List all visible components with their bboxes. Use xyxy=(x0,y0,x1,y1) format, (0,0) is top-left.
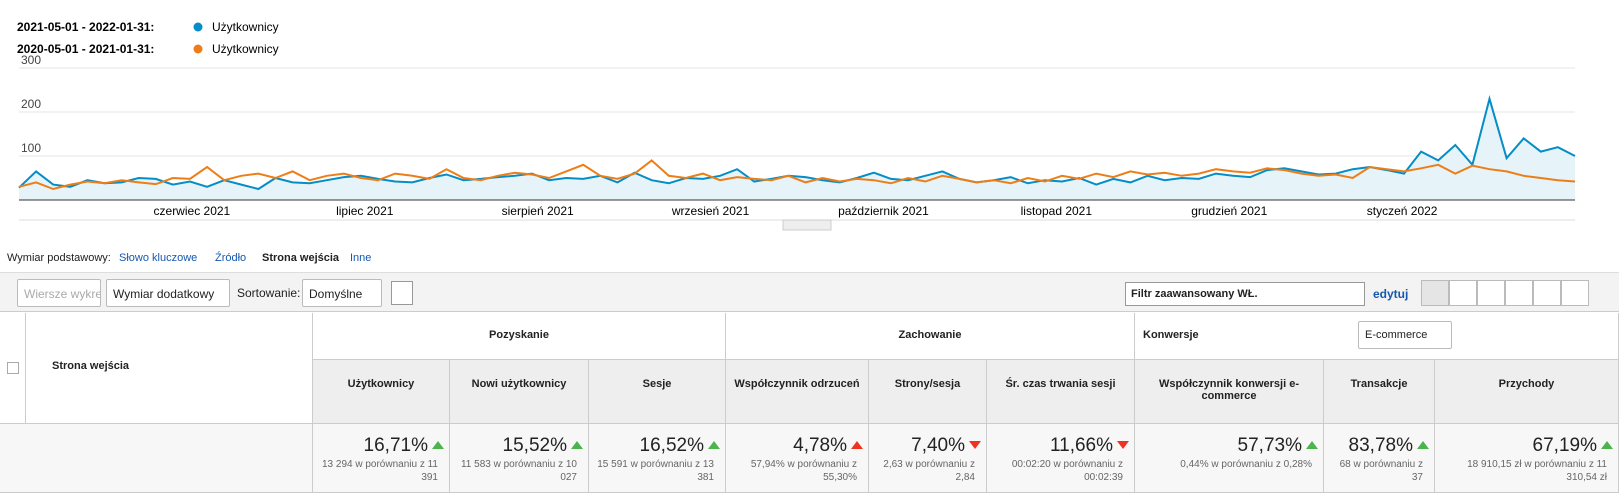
data-cell xyxy=(1324,424,1435,493)
x-tick-label: styczeń 2022 xyxy=(1367,204,1438,218)
data-cell xyxy=(589,424,726,493)
x-tick-label: grudzień 2021 xyxy=(1191,204,1267,218)
x-tick-label: lipiec 2021 xyxy=(336,204,394,218)
dim-label: Wymiar podstawowy: xyxy=(7,252,111,264)
legend-label: Użytkownicy xyxy=(212,20,279,34)
collapse-handle xyxy=(782,219,832,231)
column-header[interactable]: Strony/sesja xyxy=(869,360,987,424)
legend-period: 2020-05-01 - 2021-01-31: xyxy=(17,42,154,56)
change-detail: 15 591 w porównaniu z 13 381 xyxy=(597,459,714,483)
data-cell xyxy=(450,424,589,493)
change-value: 83,78% xyxy=(1348,435,1413,456)
x-tick-label: październik 2021 xyxy=(838,204,929,218)
trend-arrow xyxy=(969,441,981,449)
data-cell xyxy=(1135,424,1324,493)
checkbox-cell xyxy=(0,313,26,424)
legend-swatch xyxy=(193,44,203,54)
view-btn[interactable] xyxy=(1505,280,1533,306)
column-header[interactable]: Użytkownicy xyxy=(313,360,450,424)
view-btn[interactable] xyxy=(1477,280,1505,306)
trend-arrow xyxy=(851,441,863,449)
change-detail: 68 w porównaniu z 37 xyxy=(1339,459,1423,483)
filter-box[interactable]: Filtr zaawansowany WŁ. xyxy=(1125,282,1365,306)
data-cell xyxy=(869,424,987,493)
trend-arrow xyxy=(1306,441,1318,449)
column-header[interactable]: Śr. czas trwania sesji xyxy=(987,360,1135,424)
data-cell xyxy=(313,424,450,493)
trend-arrow xyxy=(708,441,720,449)
change-value: 15,52% xyxy=(502,435,567,456)
data-cell xyxy=(726,424,869,493)
sort-label: Sortowanie: xyxy=(237,286,301,300)
series-line xyxy=(18,159,1576,191)
group-select[interactable]: E-commerce xyxy=(1358,321,1452,349)
x-tick-label: czerwiec 2021 xyxy=(154,204,231,218)
change-value: 57,73% xyxy=(1237,435,1302,456)
column-header[interactable]: Nowi użytkownicy xyxy=(450,360,589,424)
change-detail: 13 294 w porównaniu z 11 391 xyxy=(321,459,438,483)
data-cell xyxy=(1435,424,1619,493)
change-value: 4,78% xyxy=(793,435,847,456)
series-line xyxy=(18,95,1576,191)
change-value: 11,66% xyxy=(1049,435,1113,456)
x-tick-label: wrzesień 2021 xyxy=(671,204,750,218)
change-value: 67,19% xyxy=(1532,435,1597,456)
view-btn[interactable] xyxy=(1533,280,1561,306)
y-tick-label: 100 xyxy=(21,141,41,155)
change-detail: 00:02:20 w porównaniu z 00:02:39 xyxy=(1011,459,1123,483)
area xyxy=(19,98,1575,200)
change-value: 16,52% xyxy=(639,435,704,456)
view-btn[interactable] xyxy=(1421,280,1449,306)
trend-arrow xyxy=(1417,441,1429,449)
legend-period: 2021-05-01 - 2022-01-31: xyxy=(17,20,154,34)
chart: 2021-05-01 - 2022-01-31: Użytkownicy 2020-… xyxy=(17,20,1576,231)
trend-arrow xyxy=(1601,441,1613,449)
trend-arrow xyxy=(1117,441,1129,449)
group-header: Pozyskanie xyxy=(313,313,726,360)
data-cell xyxy=(987,424,1135,493)
toggle-btn[interactable] xyxy=(391,281,413,305)
column-header[interactable]: Współczynnik odrzuceń xyxy=(726,360,869,424)
dimension-option: Strona wejścia xyxy=(262,252,340,264)
change-detail: 2,63 w porównaniu z 2,84 xyxy=(883,459,975,483)
trend-arrow xyxy=(432,441,444,449)
dim-header: Strona wejścia xyxy=(26,313,313,424)
secondary-btn[interactable]: Wymiar dodatkowy xyxy=(106,279,230,307)
change-detail: 0,44% w porównaniu z 0,28% xyxy=(1180,459,1312,470)
x-tick-label: listopad 2021 xyxy=(1021,204,1093,218)
x-tick-label: sierpień 2021 xyxy=(502,204,574,218)
dimension-option[interactable]: Inne xyxy=(350,252,372,264)
legend-label: Użytkownicy xyxy=(212,42,279,56)
trend-arrow xyxy=(571,441,583,449)
checkbox[interactable] xyxy=(7,362,19,374)
change-detail: 11 583 w porównaniu z 10 027 xyxy=(460,459,577,483)
column-header[interactable]: Współczynnik konwersji e-commerce xyxy=(1135,360,1324,424)
dim-data xyxy=(0,424,313,493)
dimension-option[interactable]: Słowo kluczowe xyxy=(119,252,198,264)
group-header: Zachowanie xyxy=(726,313,1135,360)
column-header[interactable]: Sesje xyxy=(589,360,726,424)
view-btn[interactable] xyxy=(1561,280,1589,306)
legend-swatch xyxy=(193,22,203,32)
column-header[interactable]: Przychody xyxy=(1435,360,1619,424)
change-value: 7,40% xyxy=(911,435,965,456)
change-value: 16,71% xyxy=(363,435,428,456)
y-tick-label: 300 xyxy=(21,53,41,67)
dimension-option[interactable]: Źródło xyxy=(215,252,247,264)
plot-rows-btn[interactable]: Wiersze wykresu xyxy=(17,279,101,307)
change-detail: 57,94% w porównaniu z 55,30% xyxy=(750,459,857,483)
change-detail: 18 910,15 zł w porównaniu z 11 310,54 zł xyxy=(1467,459,1607,483)
view-btn[interactable] xyxy=(1449,280,1477,306)
edit-link[interactable]: edytuj xyxy=(1373,287,1409,301)
column-header[interactable]: Transakcje xyxy=(1324,360,1435,424)
sort-btn[interactable]: Domyślne xyxy=(302,279,382,307)
y-tick-label: 200 xyxy=(21,97,41,111)
